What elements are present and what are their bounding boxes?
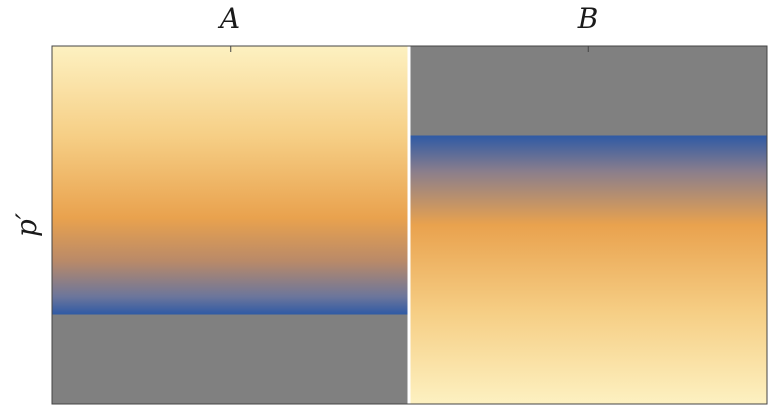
column-label-b: B — [577, 2, 599, 35]
column-ticks — [230, 46, 589, 52]
masked-region-b — [409, 46, 767, 136]
y-axis-label: p′ — [10, 212, 43, 237]
plot-frame — [51, 45, 768, 405]
heatmap-panels — [52, 46, 767, 404]
gradient-band-b — [409, 135, 767, 404]
gradient-band-a — [52, 46, 410, 315]
masked-region-a — [52, 314, 410, 404]
column-label-a: A — [217, 2, 240, 35]
